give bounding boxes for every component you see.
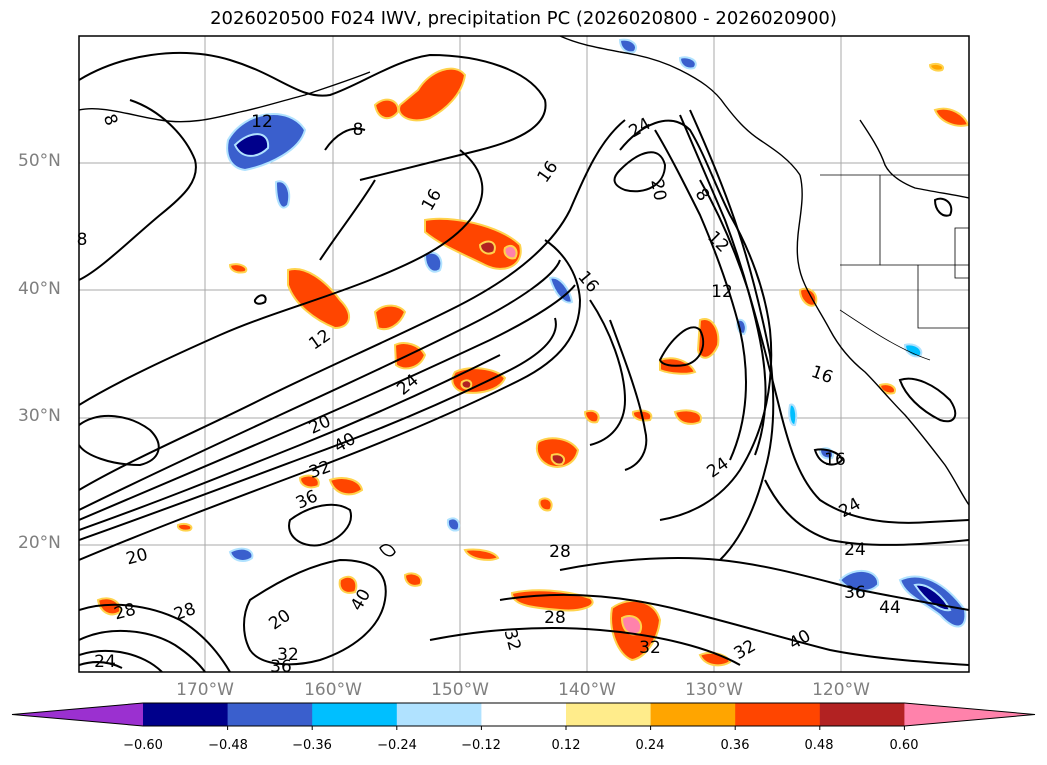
colorbar (11, 702, 1036, 730)
map-background (79, 36, 969, 672)
contour-label: 28 (549, 542, 571, 562)
colorbar-tick-label: 0.48 (804, 738, 834, 753)
lon-label-130w: 130°W (685, 680, 743, 700)
colorbar-tick-label: 0.36 (720, 738, 750, 753)
contour-label: 12 (711, 282, 733, 302)
colorbar-swatch (481, 703, 567, 726)
colorbar-tick-label: −0.60 (123, 738, 163, 753)
colorbar-extension-low (12, 703, 143, 726)
colorbar-extension-high (904, 703, 1035, 726)
colorbar-swatch (143, 703, 229, 726)
colorbar-tick-label: 0.24 (635, 738, 665, 753)
coastlines (79, 36, 969, 557)
colorbar-tick-label: 0.12 (551, 738, 581, 753)
colorbar-outline (11, 702, 1036, 727)
colorbar-swatch (650, 703, 736, 726)
lon-label-140w: 140°W (558, 680, 616, 700)
colorbar-tick-label: −0.12 (461, 738, 501, 753)
colorbar-tick-label: −0.24 (377, 738, 417, 753)
lon-label-150w: 150°W (431, 680, 489, 700)
contour-label: 36 (270, 657, 292, 677)
contour-label: 12 (251, 112, 273, 132)
contour-label: 24 (844, 540, 866, 560)
lon-label-160w: 160°W (304, 680, 362, 700)
colorbar-swatch (396, 703, 482, 726)
contour-label: 8 (353, 120, 364, 140)
contour-label: 32 (277, 645, 299, 665)
colorbar-swatch (819, 703, 905, 726)
map-title: 2026020500 F024 IWV, precipitation PC (2… (210, 8, 837, 29)
colorbar-tick-label: −0.36 (292, 738, 332, 753)
contour-label: 8 (77, 230, 88, 250)
colorbar-swatch (312, 703, 398, 726)
lat-label-30n: 30°N (18, 406, 61, 426)
precip-positive-patches (96, 62, 969, 667)
map-frame (78, 35, 970, 673)
colorbar-swatch (227, 703, 313, 726)
contour-label: 24 (94, 652, 116, 672)
lat-label-20n: 20°N (18, 533, 61, 553)
colorbar-tick-label: −0.48 (208, 738, 248, 753)
gridlines (79, 36, 969, 672)
lon-label-170w: 170°W (176, 680, 234, 700)
contour-label: 32 (639, 638, 661, 658)
colorbar-tick-label: 0.60 (889, 738, 919, 753)
contour-label: 28 (544, 608, 566, 628)
iwv-contours (79, 51, 969, 672)
lat-label-50n: 50°N (18, 151, 61, 171)
contour-label: 20 (646, 178, 669, 203)
contour-label: 16 (824, 450, 846, 470)
colorbar-swatch (566, 703, 652, 726)
lon-label-120w: 120°W (812, 680, 870, 700)
colorbar-swatch (735, 703, 821, 726)
contour-label: 44 (879, 598, 901, 618)
borders (820, 174, 969, 361)
contour-label: 36 (844, 583, 866, 603)
lat-label-40n: 40°N (18, 279, 61, 299)
